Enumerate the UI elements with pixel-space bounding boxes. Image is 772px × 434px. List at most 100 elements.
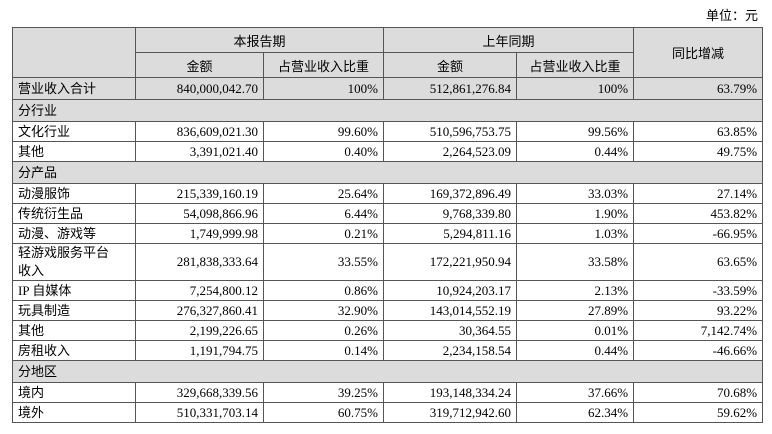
row-label: 其他 <box>12 320 136 341</box>
data-row: 文化行业 836,609,021.30 99.60% 510,596,753.75 99… <box>12 121 764 142</box>
cell-value: 27.14% <box>633 183 764 204</box>
cell-value: 143,014,552.19 <box>383 300 518 321</box>
cell-value: 60.75% <box>262 402 385 423</box>
row-label-text: 分行业 <box>18 102 58 118</box>
cell-value: 319,712,942.60 <box>383 402 518 423</box>
corner-cell <box>12 27 136 78</box>
cell-value: 276,327,860.41 <box>135 300 264 321</box>
row-label-text: 分产品 <box>18 164 58 180</box>
cell-value: 2,199,226.65 <box>135 320 264 341</box>
cell-value: 281,838,333.64 <box>135 243 264 281</box>
cell-value: 99.56% <box>516 121 635 142</box>
cell-value: 25.64% <box>262 183 385 204</box>
table-body: 营业收入合计 840,000,042.70 100% 512,861,276.84 10… <box>11 77 764 423</box>
cell-value: 2,264,523.09 <box>383 141 518 162</box>
cell-value: 840,000,042.70 <box>135 77 264 100</box>
row-label: 传统衍生品 <box>12 203 136 224</box>
row-label-text: 其他 <box>18 143 45 159</box>
data-row: 轻游戏服务平台收入 281,838,333.64 33.55% 172,221,950… <box>12 243 764 281</box>
cell-value: 63.85% <box>633 121 764 142</box>
row-label: 玩具制造 <box>12 300 136 321</box>
cell-value: 512,861,276.84 <box>383 77 518 100</box>
row-label: 房租收入 <box>12 340 136 361</box>
column-header: 占营业收入比重 <box>262 52 385 78</box>
cell-value: 32.90% <box>262 300 385 321</box>
row-label-text: 传统衍生品 <box>18 205 84 221</box>
cell-value: 62.34% <box>516 402 635 423</box>
data-row: 营业收入合计 840,000,042.70 100% 512,861,276.84 10… <box>12 77 764 100</box>
row-label-text: 文化行业 <box>18 123 71 139</box>
revenue-table: 本报告期 上年同期 同比增减 金额 占营业收入比重 金额 占营业收入比重 营业收… <box>11 27 764 423</box>
cell-value: 9,768,339.80 <box>383 203 518 224</box>
cell-value: 5,294,811.16 <box>383 223 518 244</box>
row-label: 分行业 <box>11 99 764 122</box>
data-row: 动漫服饰 215,339,160.19 25.64% 169,372,896.49 33… <box>12 183 764 204</box>
cell-value: 3,391,021.40 <box>135 141 264 162</box>
row-label: 营业收入合计 <box>12 77 136 100</box>
row-label: 境外 <box>12 402 136 423</box>
cell-value: 510,596,753.75 <box>383 121 518 142</box>
cell-value: 100% <box>516 77 635 100</box>
cell-value: -33.59% <box>633 280 764 301</box>
row-label: IP 自媒体 <box>12 280 136 301</box>
cell-value: 54,098,866.96 <box>135 203 264 224</box>
cell-value: 6.44% <box>262 203 385 224</box>
column-header: 金额 <box>383 52 518 78</box>
cell-value: 0.86% <box>262 280 385 301</box>
cell-value: 63.79% <box>633 77 764 100</box>
row-label: 文化行业 <box>12 121 136 142</box>
row-label: 境内 <box>12 382 136 403</box>
section-row: 分地区 <box>11 360 764 383</box>
row-label-text: 动漫、游戏等 <box>18 225 97 241</box>
row-label-text: 动漫服饰 <box>18 185 71 201</box>
row-label: 分产品 <box>11 161 764 184</box>
cell-value: 0.14% <box>262 340 385 361</box>
cell-value: 0.21% <box>262 223 385 244</box>
cell-value: 10,924,203.17 <box>383 280 518 301</box>
cell-value: 329,668,339.56 <box>135 382 264 403</box>
section-row: 分产品 <box>11 161 764 184</box>
data-row: 动漫、游戏等 1,749,999.98 0.21% 5,294,811.16 1.03%… <box>12 223 764 244</box>
cell-value: 0.44% <box>516 340 635 361</box>
cell-value: 0.40% <box>262 141 385 162</box>
cell-value: 37.66% <box>516 382 635 403</box>
cell-value: 1.03% <box>516 223 635 244</box>
data-row: 传统衍生品 54,098,866.96 6.44% 9,768,339.80 1.90%… <box>12 203 764 224</box>
cell-value: 2,234,158.54 <box>383 340 518 361</box>
cell-value: 836,609,021.30 <box>135 121 264 142</box>
cell-value: 59.62% <box>633 402 764 423</box>
cell-value: 93.22% <box>633 300 764 321</box>
cell-value: 30,364.55 <box>383 320 518 341</box>
row-label-text: 分地区 <box>18 363 58 379</box>
cell-value: 172,221,950.94 <box>383 243 518 281</box>
group-header: 本报告期 <box>134 27 385 53</box>
cell-value: 169,372,896.49 <box>383 183 518 204</box>
row-label: 分地区 <box>11 360 764 383</box>
cell-value: 70.68% <box>633 382 764 403</box>
cell-value: -46.66% <box>633 340 764 361</box>
cell-value: -66.95% <box>633 223 764 244</box>
cell-value: 193,148,334.24 <box>383 382 518 403</box>
row-label: 动漫、游戏等 <box>12 223 136 244</box>
cell-value: 39.25% <box>262 382 385 403</box>
row-label: 其他 <box>12 141 136 162</box>
cell-value: 7,142.74% <box>633 320 764 341</box>
cell-value: 1,191,794.75 <box>135 340 264 361</box>
row-label-text: 轻游戏服务平台收入 <box>18 245 110 278</box>
column-header: 占营业收入比重 <box>516 52 635 78</box>
data-row: 境内 329,668,339.56 39.25% 193,148,334.24 37.6… <box>12 382 764 403</box>
cell-value: 2.13% <box>516 280 635 301</box>
cell-value: 510,331,703.14 <box>135 402 264 423</box>
row-label: 轻游戏服务平台收入 <box>12 243 136 281</box>
data-row: 境外 510,331,703.14 60.75% 319,712,942.60 62.3… <box>12 402 764 423</box>
row-label-text: 玩具制造 <box>18 302 71 318</box>
data-row: 其他 2,199,226.65 0.26% 30,364.55 0.01% 7,142.7… <box>12 320 764 341</box>
row-label: 动漫服饰 <box>12 183 136 204</box>
cell-value: 33.58% <box>516 243 635 281</box>
section-row: 分行业 <box>11 99 764 122</box>
row-label-text: IP 自媒体 <box>18 282 72 298</box>
cell-value: 1,749,999.98 <box>135 223 264 244</box>
data-row: 玩具制造 276,327,860.41 32.90% 143,014,552.19 27… <box>12 300 764 321</box>
cell-value: 0.01% <box>516 320 635 341</box>
